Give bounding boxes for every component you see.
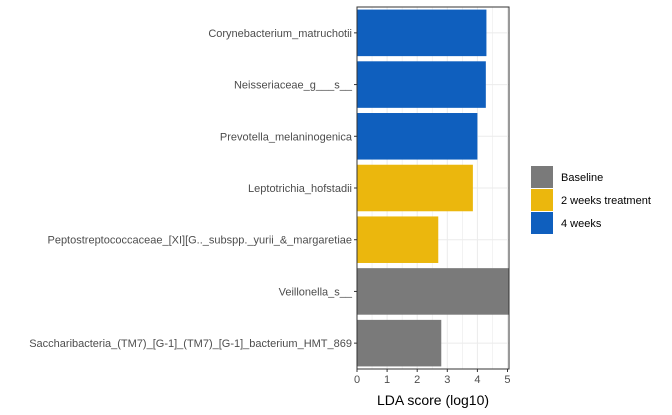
plot-panel-border <box>356 6 510 370</box>
bar <box>357 268 509 315</box>
y-tick-label: Peptostreptococcaceae_[XI][G.._subspp._y… <box>47 235 352 247</box>
x-tick-label: 2 <box>414 374 420 386</box>
x-tick-label: 1 <box>384 374 390 386</box>
legend-key <box>531 166 553 188</box>
x-tick-label: 4 <box>474 374 480 386</box>
bar <box>357 61 486 108</box>
bar <box>357 216 439 263</box>
bar <box>357 319 442 367</box>
legend: Baseline 2 weeks treatment 4 weeks <box>531 166 651 234</box>
legend-key <box>531 189 553 211</box>
x-tick-label: 5 <box>504 374 510 386</box>
legend-label: 4 weeks <box>561 218 602 230</box>
y-tick-label: Veillonella_s__ <box>279 286 353 298</box>
y-tick-labels: Corynebacterium_matruchotii Neisseriaceae… <box>29 28 357 350</box>
bar <box>357 164 473 212</box>
y-tick-label: Prevotella_melaninogenica <box>220 131 353 143</box>
y-tick-label: Corynebacterium_matruchotii <box>208 28 352 40</box>
x-tick-label: 3 <box>444 374 450 386</box>
x-axis-title: LDA score (log10) <box>377 392 489 408</box>
bar <box>357 9 487 57</box>
legend-key <box>531 212 553 234</box>
bar <box>357 113 478 160</box>
y-tick-label: Saccharibacteria_(TM7)_[G-1]_(TM7)_[G-1]… <box>29 338 352 350</box>
y-tick-label: Leptotrichia_hofstadii <box>248 183 352 195</box>
legend-label: 2 weeks treatment <box>561 195 651 207</box>
x-tick-labels: 0 1 2 3 4 5 <box>354 369 511 386</box>
y-tick-label: Neisseriaceae_g___s__ <box>234 80 353 92</box>
bars <box>357 9 509 367</box>
legend-label: Baseline <box>561 172 603 184</box>
x-tick-label: 0 <box>354 374 360 386</box>
